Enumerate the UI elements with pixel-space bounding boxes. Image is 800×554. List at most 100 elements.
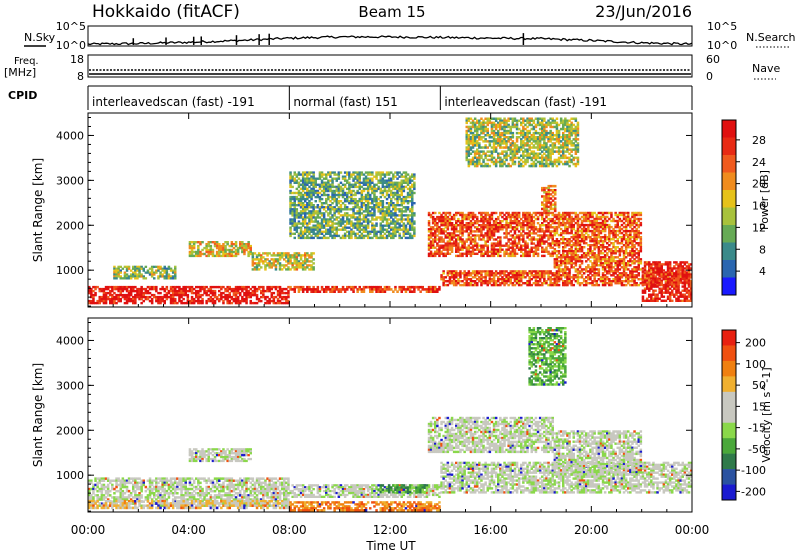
heat-cell: [215, 241, 219, 244]
heat-cell: [503, 278, 506, 281]
heat-cell: [557, 244, 561, 247]
heat-cell: [117, 297, 120, 301]
heat-cell: [226, 295, 229, 299]
heat-cell: [278, 264, 282, 267]
heat-cell: [511, 213, 515, 217]
heat-cell: [564, 217, 567, 221]
heat-cell: [241, 248, 244, 252]
heat-cell: [276, 293, 280, 297]
heat-cell: [473, 252, 477, 255]
heat-cell: [264, 289, 267, 293]
heat-cell: [371, 290, 374, 293]
heat-cell: [461, 220, 464, 223]
heat-cell: [92, 299, 95, 303]
heat-cell: [257, 264, 261, 267]
heat-cell: [171, 301, 175, 305]
heat-cell: [297, 266, 301, 269]
heat-cell: [459, 228, 462, 231]
heat-cell: [176, 285, 179, 289]
heat-cell: [497, 240, 500, 243]
heat-cell: [541, 248, 544, 251]
freq-panel: Freq. [MHz] 18 8 60 0 Nave: [4, 53, 780, 83]
heat-cell: [633, 276, 636, 279]
heat-cell: [201, 248, 204, 252]
heat-cell: [499, 228, 502, 231]
heat-cell: [461, 280, 464, 283]
heat-cell: [312, 252, 315, 255]
heat-cell: [488, 280, 492, 283]
heat-cell: [494, 242, 498, 245]
heat-cell: [440, 274, 443, 277]
heat-cell: [406, 285, 410, 289]
heat-cell: [509, 276, 512, 279]
heat-cell: [522, 213, 525, 217]
heat-cell: [245, 289, 248, 293]
heat-cell: [452, 240, 456, 243]
heat-cell: [538, 242, 542, 245]
heat-cell: [88, 289, 91, 293]
heat-cell: [251, 254, 255, 257]
heat-cell: [121, 285, 125, 289]
heat-cell: [538, 270, 542, 273]
heat-cell: [285, 268, 288, 271]
heat-cell: [534, 270, 538, 273]
heat-cell: [528, 282, 531, 285]
heat-cell: [515, 215, 519, 219]
heat-cell: [564, 231, 567, 235]
heat-cell: [358, 179, 361, 182]
heat-cell: [362, 288, 366, 291]
heat-cell: [582, 223, 586, 227]
heat-cell: [568, 268, 571, 271]
heat-cell: [285, 291, 288, 295]
heat-cell: [541, 234, 544, 237]
heat-cell: [562, 229, 565, 233]
heat-cell: [580, 219, 584, 223]
heat-cell: [163, 295, 166, 299]
heat-cell: [287, 299, 290, 303]
heat-cell: [121, 295, 125, 299]
heat-cell: [499, 272, 502, 275]
heat-cell: [211, 241, 215, 244]
heat-cell: [484, 270, 487, 273]
heat-cell: [125, 301, 129, 305]
heat-cell: [134, 301, 137, 305]
heat-cell: [482, 224, 485, 227]
heat-cell: [576, 254, 580, 257]
heat-cell: [574, 250, 578, 253]
heat-cell: [568, 211, 571, 215]
heat-cell: [343, 288, 347, 291]
heat-cell: [511, 272, 515, 275]
heat-cell: [199, 250, 202, 254]
heat-cell: [115, 285, 118, 289]
heat-cell: [318, 290, 322, 293]
heat-cell: [557, 264, 561, 267]
heat-cell: [163, 301, 166, 305]
heat-cell: [572, 225, 575, 229]
heat-cell: [442, 254, 445, 258]
heat-cell: [582, 240, 586, 243]
heat-cell: [297, 285, 301, 289]
heat-cell: [188, 285, 192, 289]
heat-cell: [427, 230, 431, 233]
heat-cell: [587, 252, 590, 255]
heat-cell: [551, 195, 555, 198]
heat-cell: [562, 217, 565, 221]
heat-cell: [568, 242, 571, 245]
heat-cell: [494, 238, 498, 241]
heat-cell: [662, 295, 666, 298]
heat-cell: [555, 229, 559, 233]
heat-cell: [547, 244, 550, 247]
heat-cell: [492, 228, 496, 231]
heat-cell: [490, 270, 494, 273]
heat-cell: [104, 285, 108, 289]
heat-cell: [448, 246, 452, 249]
heat-cell: [681, 278, 684, 281]
heat-cell: [331, 288, 334, 291]
heat-cell: [442, 238, 445, 241]
heat-cell: [486, 222, 489, 225]
heat-cell: [301, 290, 305, 293]
heat-cell: [312, 268, 315, 271]
heat-cell: [234, 248, 238, 252]
heat-cell: [612, 270, 615, 273]
heat-cell: [530, 215, 533, 219]
